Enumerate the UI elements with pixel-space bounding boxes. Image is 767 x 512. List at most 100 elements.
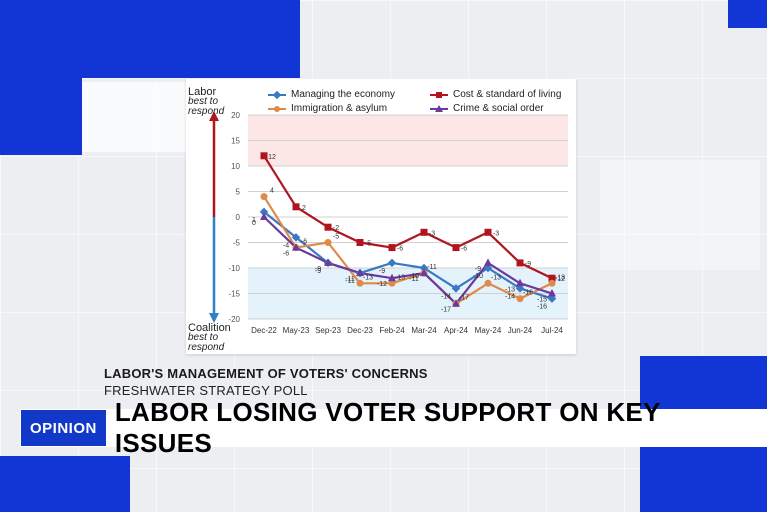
data-label: 0 (252, 220, 256, 227)
data-label: -9 (525, 261, 531, 268)
deco-tile (82, 82, 186, 152)
data-label: -13 (363, 274, 373, 281)
data-label: -11 (409, 276, 419, 283)
data-label: -14 (505, 293, 515, 300)
x-tick-label: Jun-24 (508, 326, 533, 335)
data-label: -2 (333, 225, 339, 232)
data-point (484, 279, 492, 287)
data-label: -16 (537, 304, 547, 311)
data-point (324, 223, 332, 231)
data-point (516, 259, 524, 267)
data-point (419, 263, 429, 273)
data-point (260, 152, 268, 160)
data-label: -9 (315, 268, 321, 275)
data-label: 4 (270, 188, 274, 195)
data-point (420, 268, 428, 277)
caption-title: LABOR'S MANAGEMENT OF VOTERS' CONCERNS (104, 366, 428, 381)
data-label: -13 (491, 274, 501, 281)
chart-caption: LABOR'S MANAGEMENT OF VOTERS' CONCERNS F… (104, 366, 428, 398)
data-label: -3 (493, 230, 499, 237)
y-tick-label: 0 (236, 213, 241, 222)
x-tick-label: Dec-22 (251, 326, 277, 335)
legend-label: Cost & standard of living (453, 89, 562, 100)
x-tick-label: Dec-23 (347, 326, 373, 335)
coalition-label-sub: best to respond (188, 332, 225, 353)
x-tick-label: Apr-24 (444, 326, 469, 335)
data-label: 12 (268, 154, 276, 161)
data-label: 1 (252, 217, 256, 224)
data-label: -14 (441, 293, 451, 300)
legend-item-economy: Managing the economy (268, 89, 395, 100)
series-line (263, 211, 553, 300)
labor-label-sub: best to respond (188, 96, 225, 117)
data-point (548, 289, 556, 297)
data-label: -11 (345, 276, 355, 283)
x-tick-label: Feb-24 (379, 326, 405, 335)
coalition-label-main: Coalition (188, 322, 231, 334)
data-label: -6 (283, 251, 289, 258)
data-point (484, 258, 492, 266)
data-point (324, 258, 332, 266)
deco-block-top-left-wide (0, 0, 300, 78)
legend-item-cost-of-living: Cost & standard of living (430, 89, 561, 100)
data-label: -13 (555, 274, 565, 281)
series-line (263, 196, 553, 305)
data-label: -9 (379, 268, 385, 275)
data-label: -16 (523, 290, 533, 297)
data-label: -12 (555, 276, 565, 283)
x-tick-label: Mar-24 (411, 326, 437, 335)
diamond-marker-icon (268, 90, 286, 99)
data-label: -15 (537, 297, 547, 304)
y-tick-label: 5 (236, 188, 241, 197)
legend-item-crime: Crime & social order (430, 103, 544, 114)
deco-tile (600, 160, 760, 270)
data-label: -10 (409, 273, 419, 280)
coalition-axis-label: Coalition best to respond (188, 323, 234, 353)
data-label: -5 (365, 241, 371, 248)
data-point (420, 228, 428, 236)
data-point (452, 244, 460, 252)
x-tick-label: Jul-24 (541, 326, 563, 335)
data-point (451, 284, 461, 293)
deco-block-top-right (728, 0, 767, 28)
circle-marker-icon (268, 105, 286, 112)
data-label: -12 (377, 281, 387, 288)
data-label: 2 (302, 205, 306, 212)
data-point (388, 279, 396, 287)
data-point (259, 207, 269, 217)
data-point (324, 239, 332, 246)
data-label: -4 (283, 242, 289, 249)
y-tick-label: -20 (228, 315, 240, 324)
lower-third-banner: OPINION LABOR LOSING VOTER SUPPORT ON KE… (20, 397, 767, 458)
data-label: -5 (333, 234, 339, 241)
triangle-marker-icon (430, 104, 448, 112)
data-point (516, 295, 524, 303)
y-tick-label: -10 (228, 264, 240, 273)
data-point (516, 278, 524, 287)
deco-block-bottom-left (0, 456, 130, 512)
square-marker-icon (430, 91, 448, 98)
data-label: -17 (441, 307, 451, 314)
data-point (484, 228, 492, 236)
legend-label: Immigration & asylum (291, 103, 388, 114)
data-label: -11 (427, 264, 437, 271)
data-point (291, 233, 301, 242)
data-label: -6 (301, 239, 307, 246)
headline: LABOR LOSING VOTER SUPPORT ON KEY ISSUES (106, 397, 767, 458)
data-label: -9 (475, 266, 481, 273)
data-label: -3 (429, 230, 435, 237)
x-tick-label: Sep-23 (315, 326, 341, 335)
x-tick-label: May-24 (475, 326, 502, 335)
legend-label: Managing the economy (291, 89, 395, 100)
y-tick-label: -15 (228, 290, 240, 299)
labor-axis-label: Labor best to respond (188, 87, 234, 117)
data-point (388, 273, 396, 282)
data-point (356, 279, 364, 287)
coalition-arrow-head-icon (209, 313, 219, 323)
data-label: -6 (397, 246, 403, 253)
caption-subtitle: FRESHWATER STRATEGY POLL (104, 383, 308, 398)
legend-item-immigration: Immigration & asylum (268, 103, 387, 114)
chart-card: 20 15 10 5 0 -5 -10 -15 -20 Dec-22 May-23 Sep-23 De… (186, 79, 576, 354)
data-point (356, 268, 364, 277)
